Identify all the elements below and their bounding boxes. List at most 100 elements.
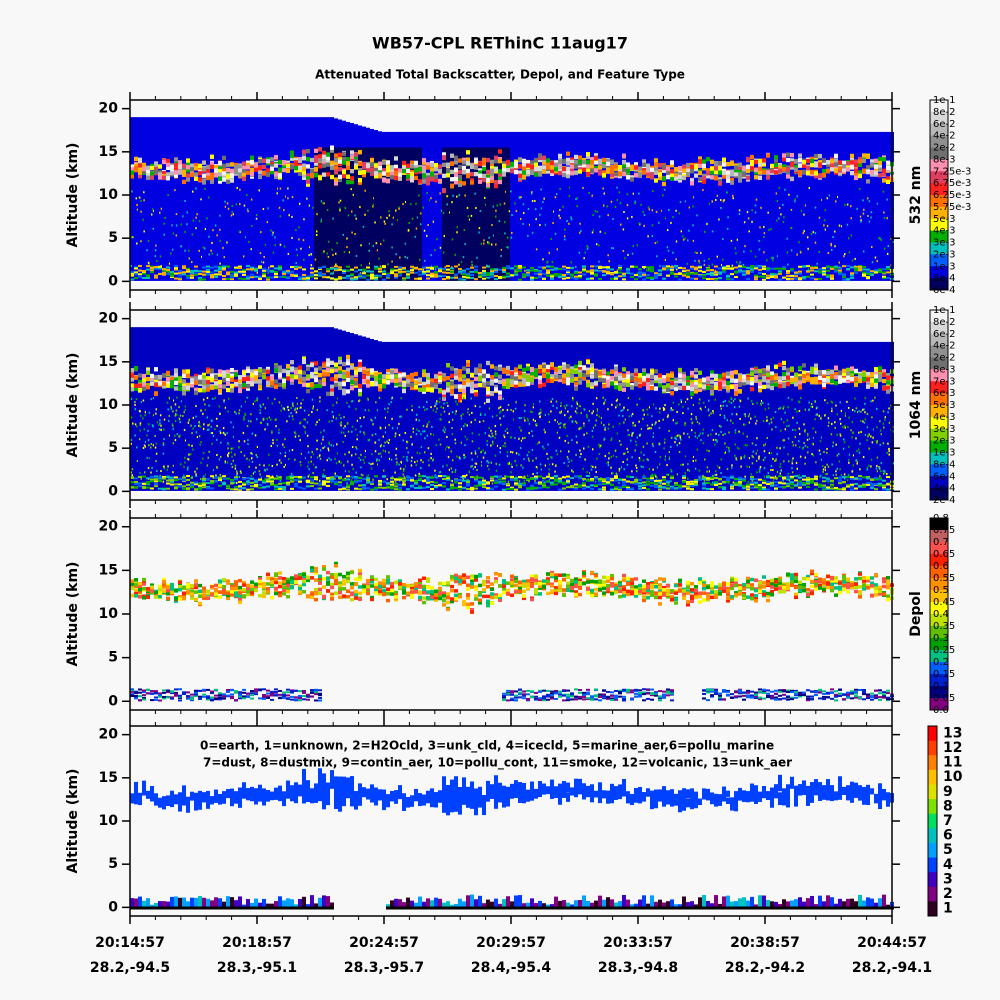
cloud-pixel <box>338 152 342 157</box>
aerosol-speckle <box>207 456 209 459</box>
cloud-pixel <box>738 169 742 174</box>
colorbar-label: 7.25e-3 <box>933 166 971 177</box>
upper-layer <box>398 131 402 148</box>
boundary-layer-pixel <box>830 274 834 277</box>
cloud-pixel <box>342 160 346 165</box>
clear-air <box>138 327 142 492</box>
aerosol-speckle <box>458 263 460 266</box>
clear-air <box>742 131 746 282</box>
upper-layer <box>770 131 774 148</box>
aerosol-speckle <box>155 460 157 463</box>
cloud-pixel <box>710 170 714 175</box>
surface <box>170 280 174 283</box>
surface <box>350 280 354 283</box>
surface <box>602 280 606 283</box>
boundary-layer-pixel <box>290 270 294 273</box>
aerosol-speckle <box>871 261 874 264</box>
boundary-layer-pixel <box>202 270 206 273</box>
cloud-pixel <box>230 373 234 378</box>
boundary-layer-pixel <box>210 482 214 485</box>
aerosol-speckle <box>184 231 186 234</box>
surface <box>802 280 806 283</box>
aircraft-above <box>374 100 378 131</box>
boundary-layer-pixel <box>878 271 882 274</box>
boundary-layer-pixel <box>770 267 774 270</box>
aerosol-speckle <box>198 220 201 223</box>
boundary-layer-pixel <box>886 265 890 268</box>
aerosol-speckle <box>239 470 242 473</box>
upper-layer <box>222 327 226 358</box>
aerosol-speckle <box>235 412 237 415</box>
cloud-pixel <box>250 381 254 386</box>
cloud-pixel <box>198 388 202 393</box>
aerosol-speckle <box>342 233 345 236</box>
aerosol-speckle <box>880 238 883 241</box>
boundary-layer-pixel <box>458 277 462 280</box>
cloud-pixel <box>358 168 362 173</box>
surface <box>462 280 466 283</box>
clear-air <box>594 131 598 282</box>
cloud-pixel <box>206 379 210 385</box>
clear-air <box>734 131 738 282</box>
cloud-pixel <box>298 158 302 163</box>
aerosol-speckle <box>783 216 785 219</box>
aircraft-above <box>866 100 870 132</box>
cloud-pixel <box>218 168 222 174</box>
cloud-pixel <box>610 172 614 178</box>
aerosol-speckle <box>647 235 649 238</box>
aerosol-speckle <box>188 257 191 260</box>
aerosol-speckle <box>540 188 542 191</box>
boundary-layer-pixel <box>418 273 422 276</box>
cloud-pixel <box>250 372 254 377</box>
aerosol-speckle <box>591 194 593 197</box>
surface <box>218 280 222 283</box>
aerosol-speckle <box>592 229 595 232</box>
upper-layer <box>666 131 670 148</box>
boundary-layer-pixel <box>198 272 202 275</box>
boundary-layer-pixel <box>554 268 558 271</box>
cloud-pixel <box>174 167 178 172</box>
cloud-pixel <box>210 373 214 378</box>
cloud-pixel <box>266 172 270 177</box>
cloud-pixel <box>250 167 254 173</box>
boundary-layer-pixel <box>170 275 174 278</box>
colorbar-label: 3e-3 <box>933 238 956 249</box>
aerosol-speckle <box>627 253 629 256</box>
boundary-layer-pixel <box>370 273 374 276</box>
cloud-pixel <box>678 178 682 183</box>
clear-air <box>370 129 374 282</box>
clear-air <box>722 131 726 282</box>
aerosol-speckle <box>362 225 365 228</box>
boundary-layer-pixel <box>362 275 366 278</box>
cloud-pixel <box>182 166 186 171</box>
cloud-pixel <box>790 165 794 170</box>
boundary-layer-pixel <box>194 265 198 268</box>
boundary-layer-pixel <box>354 276 358 279</box>
aircraft-above <box>162 100 166 118</box>
aerosol-speckle <box>456 195 458 198</box>
aerosol-speckle <box>506 246 508 249</box>
surface <box>166 490 170 493</box>
cloud-pixel <box>222 384 226 389</box>
boundary-layer-pixel <box>166 266 170 269</box>
cloud-pixel <box>590 157 594 162</box>
surface <box>218 490 222 493</box>
aerosol-speckle <box>235 470 238 473</box>
boundary-layer-pixel <box>754 278 758 281</box>
aerosol-speckle <box>760 206 762 209</box>
boundary-layer-pixel <box>850 272 854 275</box>
aerosol-speckle <box>323 202 325 205</box>
cloud-pixel <box>638 172 642 177</box>
boundary-layer-pixel <box>278 275 282 278</box>
boundary-layer-pixel <box>518 266 522 269</box>
cloud-pixel <box>194 387 198 392</box>
cloud-pixel <box>454 180 458 185</box>
aerosol-speckle <box>238 409 241 412</box>
boundary-layer-pixel <box>282 271 286 274</box>
aerosol-speckle <box>272 231 274 234</box>
aerosol-speckle <box>232 447 234 450</box>
aerosol-speckle <box>207 424 209 427</box>
colorbar-swatch <box>930 183 948 196</box>
aerosol-speckle <box>834 230 836 233</box>
cloud-pixel <box>474 165 478 170</box>
